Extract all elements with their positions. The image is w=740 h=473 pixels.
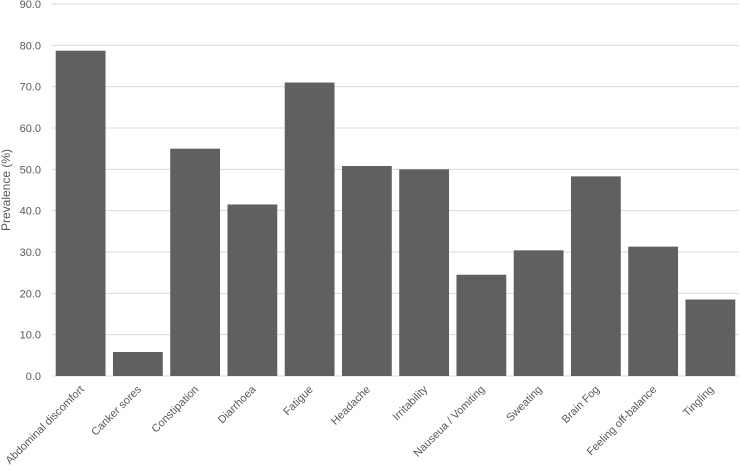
bar [341,166,392,376]
y-tick-label: 40.0 [20,206,41,218]
bar [513,250,564,376]
y-axis-label: Prevalence (%) [0,149,13,231]
bar [685,299,736,376]
y-tick-label: 80.0 [20,40,41,52]
x-tick-label: Fatigue [281,384,315,418]
x-tick-label: Headache [329,384,373,428]
y-tick-label: 0.0 [26,371,41,383]
bar [284,82,335,377]
bar [55,50,106,376]
x-tick-label: Irritability [391,383,431,423]
x-tick-label: Canker sores [89,383,144,438]
y-tick-label: 90.0 [20,0,41,11]
x-tick-label: Brain Fog [560,384,602,426]
y-tick-label: 50.0 [20,164,41,176]
x-tick-label: Tingling [681,384,716,419]
y-tick-label: 30.0 [20,247,41,259]
x-tick-label: Constipation [150,384,202,436]
y-tick-label: 60.0 [20,123,41,135]
bar [399,169,450,376]
y-tick-label: 20.0 [20,288,41,300]
bar [170,148,221,376]
x-tick-label: Abdominal discomfort [3,384,86,467]
bar [227,204,278,376]
x-tick-label: Sweating [504,384,544,424]
bar [112,352,163,376]
y-tick-label: 70.0 [20,82,41,94]
x-tick-label: Diarrhoea [216,383,259,426]
bar [628,246,679,376]
y-tick-label: 10.0 [20,330,41,342]
bar [570,176,621,376]
bar [456,274,507,376]
